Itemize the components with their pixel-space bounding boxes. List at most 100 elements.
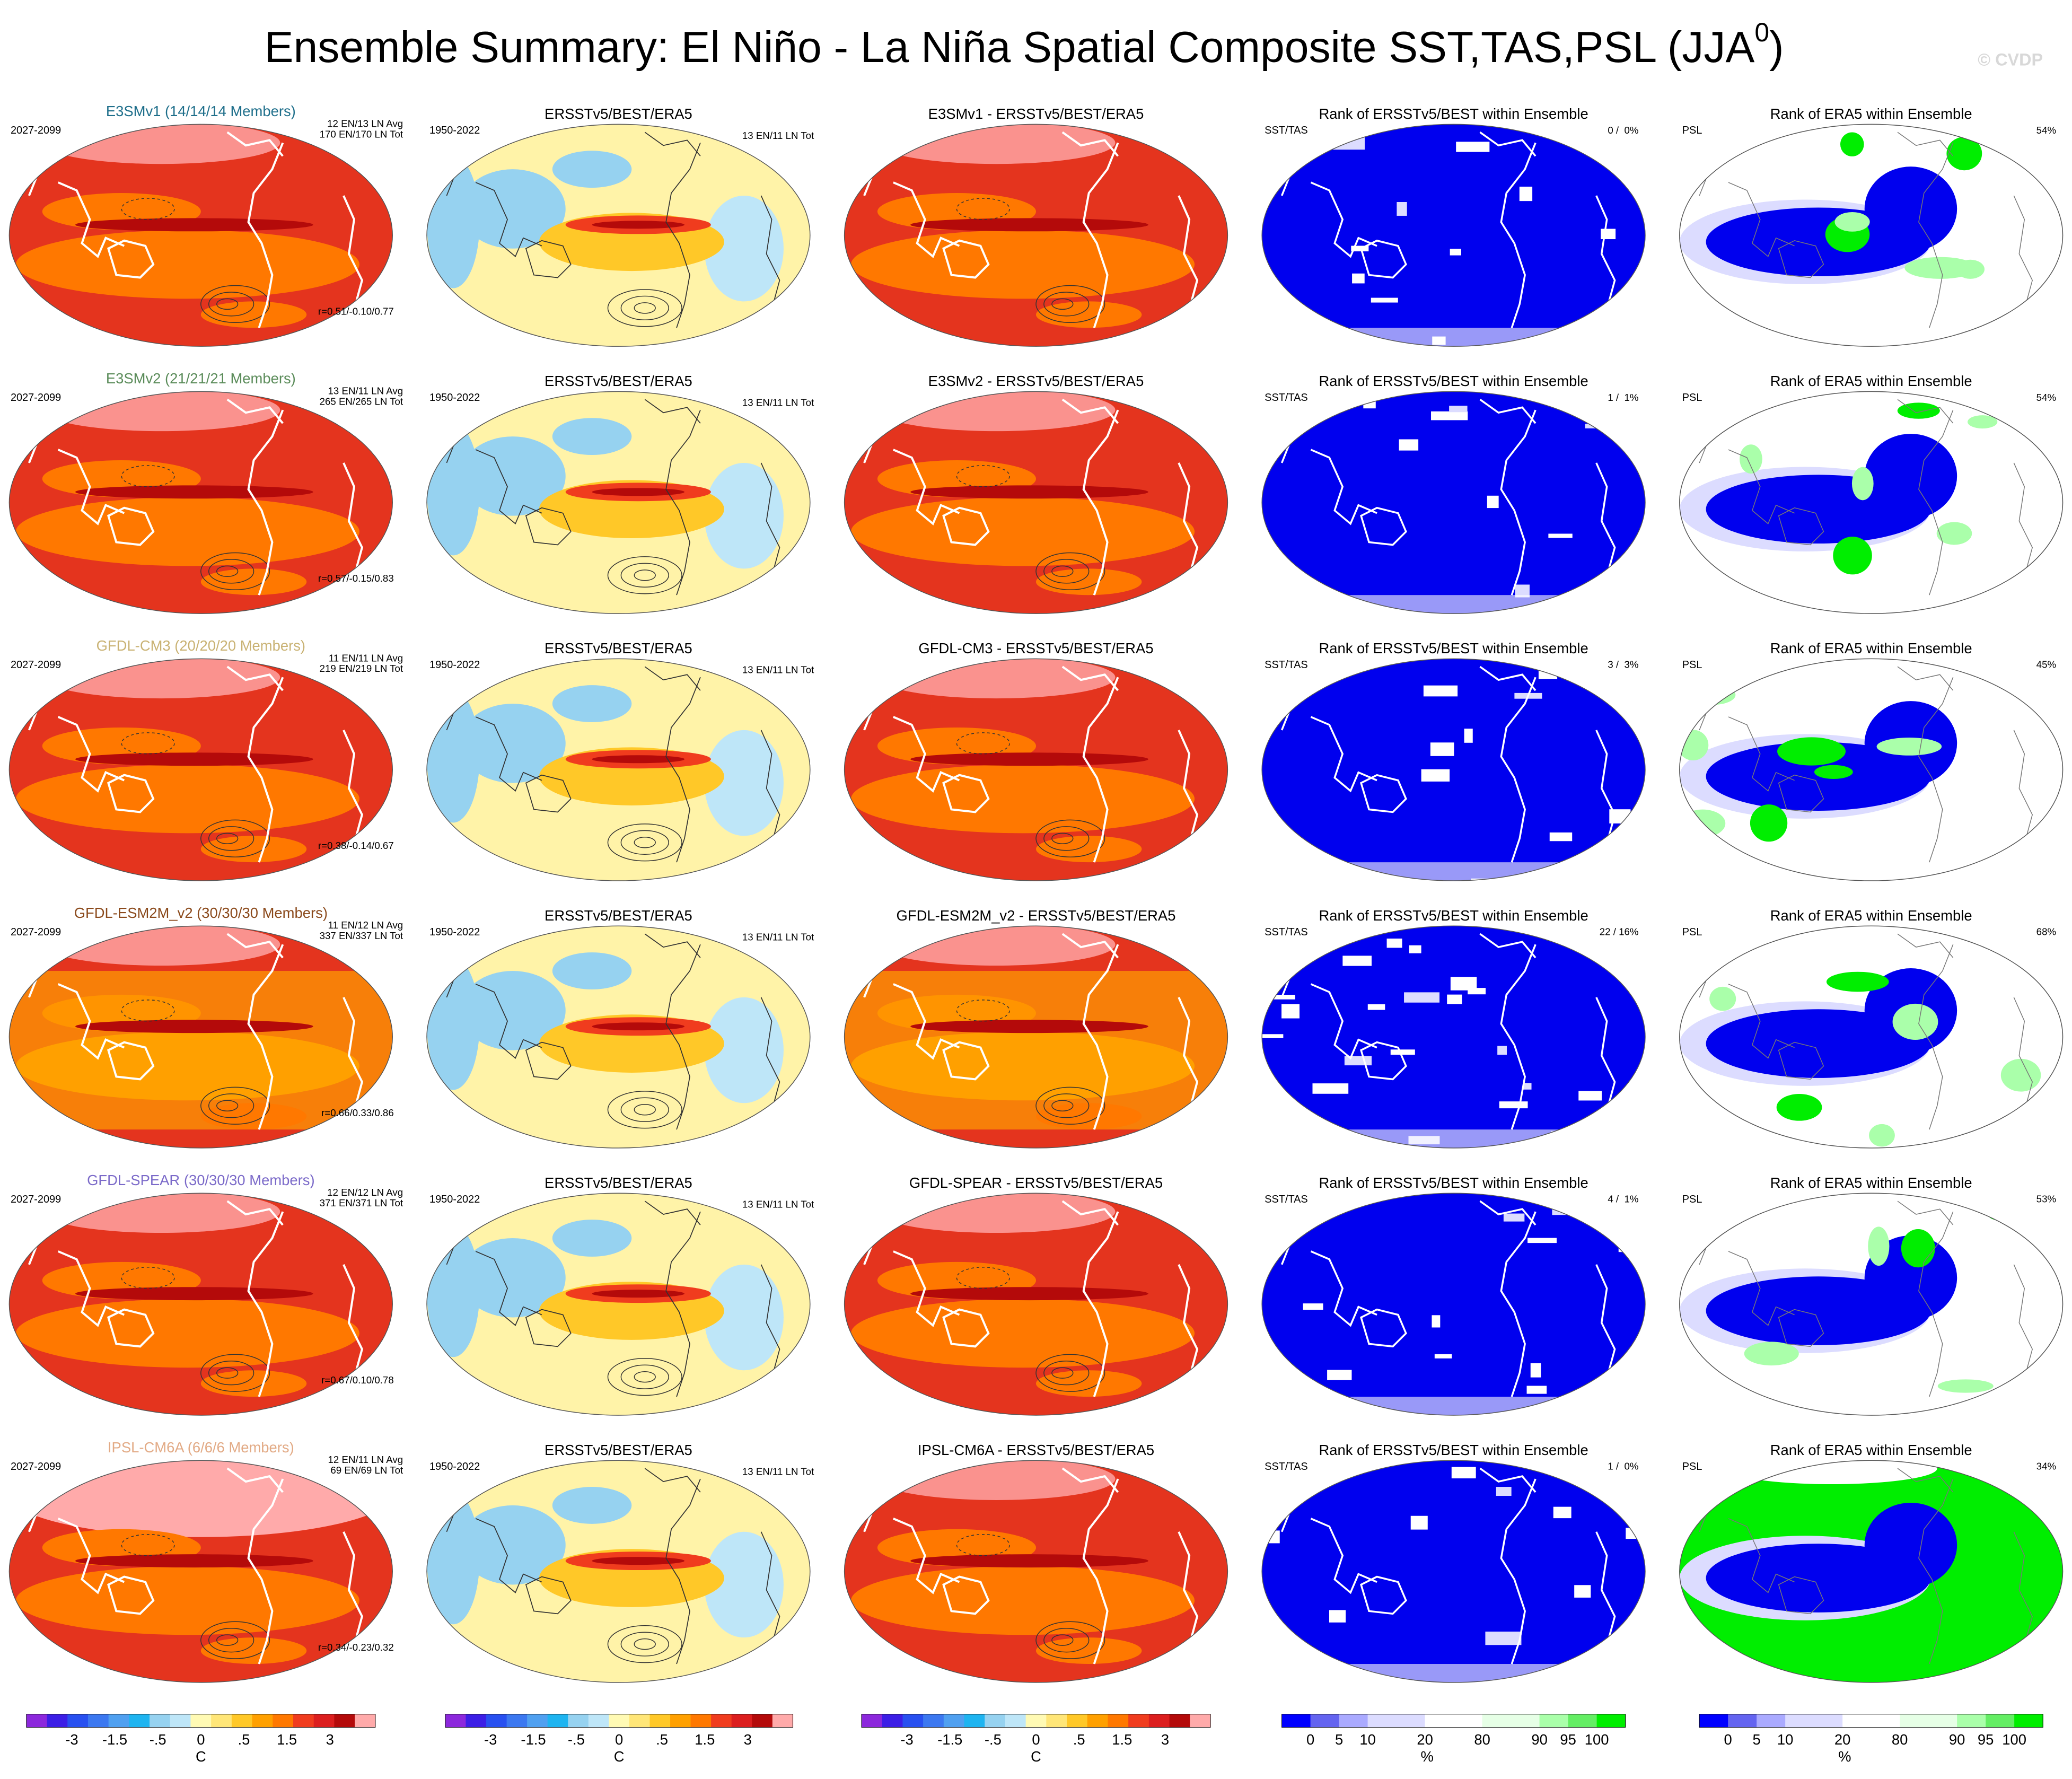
map-border — [8, 658, 393, 881]
coastline — [1778, 1576, 1824, 1615]
map-field — [42, 659, 280, 699]
colorbar-box — [1046, 1714, 1067, 1728]
panel-title: Rank of ERSSTv5/BEST within Ensemble — [1319, 106, 1588, 122]
coastline — [644, 399, 701, 424]
colorbar-label: -3 — [900, 1731, 913, 1748]
count-label: 12 EN/12 LN Avg — [327, 1187, 403, 1198]
map-field — [1549, 832, 1573, 842]
coastline — [942, 239, 990, 279]
coastline — [1178, 997, 1199, 1111]
contour — [1035, 285, 1105, 323]
contour — [208, 559, 254, 584]
variable-label: PSL — [1682, 659, 1702, 671]
coastline — [1595, 997, 1616, 1111]
contour — [1043, 559, 1090, 584]
coastline — [1360, 1575, 1407, 1615]
coastline — [1897, 1468, 1954, 1493]
coastline — [343, 462, 364, 577]
coastline — [893, 449, 960, 525]
contour — [620, 295, 669, 321]
colorbar-box — [87, 1714, 109, 1728]
map-field — [460, 169, 566, 249]
map-border — [8, 124, 393, 347]
contour — [956, 465, 1010, 487]
contour — [607, 1358, 682, 1396]
colorbar-box — [1367, 1714, 1397, 1728]
map-panel — [9, 659, 393, 881]
map-border — [844, 925, 1228, 1149]
map-field — [1988, 1207, 2016, 1221]
colorbar-box — [1339, 1714, 1368, 1728]
map-field — [1892, 1003, 1938, 1040]
coastline — [343, 1531, 364, 1646]
map-field — [75, 752, 313, 766]
colorbar-box — [313, 1714, 335, 1728]
variable-label: PSL — [1682, 125, 1702, 136]
coastline — [525, 240, 572, 278]
coastline — [893, 1518, 960, 1594]
coastline — [226, 1200, 284, 1226]
map-border — [844, 124, 1228, 347]
colorbar-label: -3 — [484, 1731, 497, 1748]
colorbar-box — [711, 1714, 732, 1728]
map-field — [1777, 737, 1846, 766]
colorbar-frame — [1699, 1714, 2043, 1728]
contour — [620, 1364, 669, 1389]
coastline — [1728, 182, 1795, 257]
map-field — [1487, 495, 1499, 509]
panel-title: ERSSTv5/BEST/ERA5 — [545, 106, 692, 122]
coastline — [57, 449, 125, 525]
model-title: IPSL-CM6A (6/6/6 Members) — [108, 1439, 294, 1456]
coastline — [226, 1467, 284, 1493]
coastline — [1178, 1264, 1199, 1379]
coastline — [57, 181, 125, 258]
map-field — [1679, 1214, 1705, 1254]
map-border — [1261, 1193, 1646, 1416]
colorbar-box — [943, 1714, 965, 1728]
coastline — [247, 1478, 284, 1664]
colorbar-box — [1728, 1714, 1757, 1728]
coastline — [1897, 1200, 1954, 1225]
coastline — [1897, 666, 1954, 691]
colorbar-box — [985, 1714, 1006, 1728]
coastline — [1728, 1251, 1795, 1326]
map-field — [1851, 467, 1874, 501]
contour — [634, 1104, 656, 1116]
coastline — [1595, 195, 1616, 310]
contour — [1051, 832, 1074, 845]
map-border — [426, 391, 811, 614]
map-field — [200, 301, 307, 328]
colorbar-unit: C — [1031, 1748, 1041, 1765]
rank-percent: 4 / 1% — [1608, 1194, 1638, 1205]
map-panel — [1679, 391, 2063, 614]
map-field — [1423, 685, 1458, 697]
model-title: E3SMv2 (21/21/21 Members) — [106, 370, 296, 387]
map-field — [592, 488, 685, 496]
colorbar-box — [1067, 1714, 1088, 1728]
coastline — [1178, 195, 1199, 310]
colorbar-label: .5 — [1073, 1731, 1085, 1748]
colorbar-box — [334, 1714, 355, 1728]
map-field — [1578, 1091, 1602, 1101]
colorbar-box — [108, 1714, 130, 1728]
coastline — [107, 1575, 155, 1615]
coastline — [665, 1211, 701, 1397]
variable-label: SST/TAS — [1265, 125, 1308, 136]
map-panel — [1679, 124, 2063, 347]
contour — [200, 819, 270, 857]
map-field — [1386, 939, 1402, 948]
colorbar-box — [1453, 1714, 1483, 1728]
coastline — [57, 1518, 125, 1594]
coastline — [760, 1531, 780, 1646]
coastline — [1595, 1531, 1616, 1646]
map-field — [1643, 1114, 1645, 1125]
contour — [1051, 1367, 1074, 1379]
model-title: GFDL-ESM2M_v2 (30/30/30 Members) — [74, 905, 328, 921]
contour — [1043, 826, 1090, 851]
contour — [216, 565, 239, 577]
contour — [1043, 1361, 1090, 1386]
contour — [1051, 1634, 1074, 1646]
contour — [956, 1267, 1010, 1289]
map-field — [592, 221, 685, 229]
map-field — [42, 124, 280, 164]
